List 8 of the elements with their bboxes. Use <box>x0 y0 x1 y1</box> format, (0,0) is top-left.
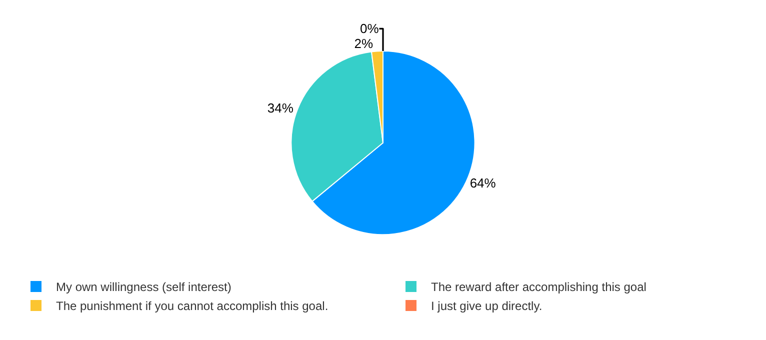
data-label: 64% <box>470 176 496 191</box>
legend-label: My own willingness (self interest) <box>56 280 232 294</box>
text: 0% <box>360 21 379 36</box>
legend-label: The reward after accomplishing this goal <box>431 280 646 294</box>
legend-label: I just give up directly. <box>431 299 542 314</box>
data-label: 34% <box>267 100 294 116</box>
data-label: 2% <box>354 36 374 52</box>
legend-label: The punishment if you cannot accomplish this goal. <box>56 299 328 314</box>
